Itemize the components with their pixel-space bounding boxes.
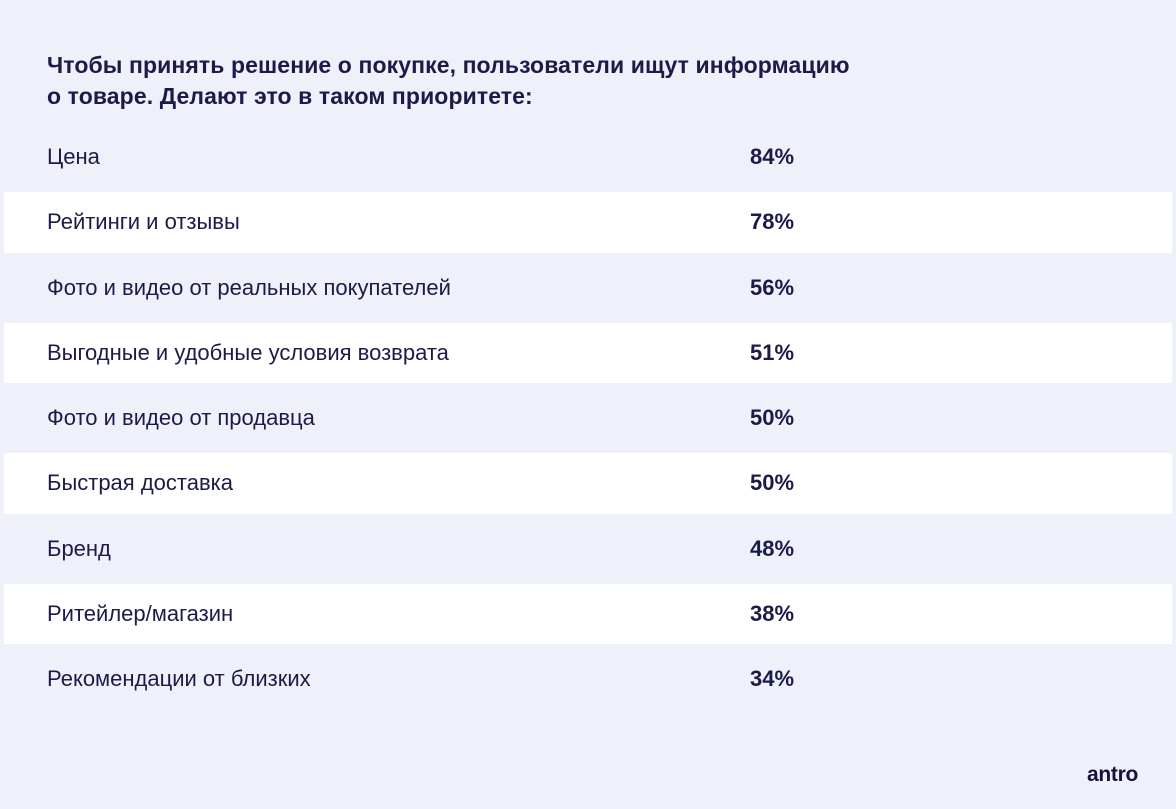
row-label: Рейтинги и отзывы	[47, 209, 240, 235]
antro-logo: antro	[1086, 763, 1138, 786]
row-value: 50%	[750, 470, 795, 496]
row-value: 48%	[750, 535, 795, 561]
row-label: Ритейлер/магазин	[47, 600, 234, 626]
row-value: 51%	[750, 339, 795, 365]
row-label: Выгодные и удобные условия возврата	[47, 339, 449, 365]
row-label: Рекомендации от близких	[47, 666, 311, 691]
table-row: Быстрая доставка 50%	[0, 453, 1176, 514]
row-label: Фото и видео от продавца	[47, 405, 315, 430]
row-value: 38%	[750, 600, 795, 626]
table-row: Рекомендации от близких 34%	[0, 644, 1176, 714]
table-row: Цена 84%	[0, 122, 1176, 192]
page-title: Чтобы принять решение о покупке, пользов…	[47, 50, 867, 112]
page-title-line-1: Чтобы принять решение о покупке, пользов…	[47, 52, 850, 78]
page-title-line-2: о товаре. Делают это в таком приоритете:	[47, 83, 533, 109]
table-row: Фото и видео от продавца 50%	[0, 383, 1176, 453]
row-value: 34%	[750, 666, 795, 691]
table-row: Рейтинги и отзывы 78%	[0, 192, 1176, 253]
row-value: 84%	[750, 144, 795, 169]
table-row: Фото и видео от реальных покупателей 56%	[0, 253, 1176, 323]
table-row: Бренд 48%	[0, 514, 1176, 584]
table-row: Ритейлер/магазин 38%	[0, 583, 1176, 645]
row-value: 78%	[750, 209, 795, 235]
row-label: Цена	[47, 144, 100, 169]
row-label: Бренд	[47, 535, 111, 561]
row-value: 50%	[750, 405, 795, 430]
row-value: 56%	[750, 274, 795, 300]
row-label: Фото и видео от реальных покупателей	[47, 274, 451, 300]
row-label: Быстрая доставка	[47, 470, 233, 496]
table-row: Выгодные и удобные условия возврата 51%	[0, 322, 1176, 384]
ranking-table: Цена 84% Рейтинги и отзывы 78% Фото и ви…	[0, 122, 1176, 714]
